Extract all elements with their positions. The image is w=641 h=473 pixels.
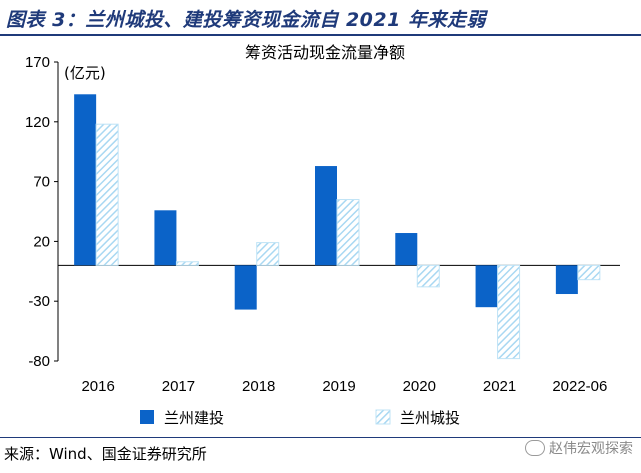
- watermark-text: 赵伟宏观探索: [549, 441, 633, 457]
- y-tick-labels: 170 120 70 20 -30 -80: [25, 54, 58, 370]
- bar-jiantou: [555, 265, 578, 295]
- footer-divider: [0, 437, 641, 438]
- bar-jiantou: [475, 265, 498, 308]
- watermark: 赵伟宏观探索: [525, 438, 633, 458]
- x-tick-label: 2020: [403, 378, 436, 395]
- x-tick-label: 2019: [322, 378, 355, 395]
- y-tick-label: 170: [25, 54, 50, 71]
- y-tick-label: 120: [25, 114, 50, 131]
- legend-label-chengtou: 兰州城投: [400, 409, 460, 427]
- y-tick-label: 20: [33, 233, 50, 250]
- legend-swatch-chengtou: [375, 409, 391, 425]
- x-tick-label: 2022-06: [552, 378, 607, 395]
- y-tick-label: -30: [28, 293, 50, 310]
- bar-jiantou: [74, 94, 97, 266]
- wechat-icon: [525, 440, 545, 456]
- source-note: 来源：Wind、国金证券研究所: [4, 445, 207, 463]
- bar-chengtou: [497, 264, 521, 360]
- bar-jiantou: [234, 265, 257, 310]
- chart-title: 筹资活动现金流量净额: [245, 43, 405, 62]
- bar-chengtou: [175, 261, 199, 266]
- x-tick-label: 2021: [483, 378, 516, 395]
- bar-chengtou: [256, 242, 280, 266]
- legend-swatch-jiantou: [140, 410, 154, 424]
- bar-chengtou: [416, 264, 440, 288]
- bar-jiantou: [154, 210, 177, 266]
- y-tick-label: -80: [28, 353, 50, 370]
- x-tick-label: 2016: [81, 378, 114, 395]
- y-axis-unit-label: (亿元): [64, 64, 106, 82]
- x-tick-label: 2017: [162, 378, 195, 395]
- figure-title-bar: 图表 3：兰州城投、建投筹资现金流自 2021 年来走弱: [0, 0, 641, 36]
- bar-jiantou: [315, 166, 337, 266]
- bar-chengtou: [336, 199, 360, 266]
- bar-jiantou: [395, 233, 418, 266]
- bars: [74, 94, 601, 360]
- bar-chengtou: [95, 123, 119, 266]
- x-tick-labels: 2016 2017 2018 2019 2020 2021 2022-06: [81, 378, 607, 395]
- legend-label-jiantou: 兰州建投: [164, 409, 224, 427]
- x-tick-label: 2018: [242, 378, 275, 395]
- bar-chengtou: [577, 264, 601, 281]
- y-tick-label: 70: [33, 174, 50, 191]
- figure-title: 图表 3：兰州城投、建投筹资现金流自 2021 年来走弱: [6, 9, 486, 31]
- legend: 兰州建投 兰州城投: [140, 409, 460, 427]
